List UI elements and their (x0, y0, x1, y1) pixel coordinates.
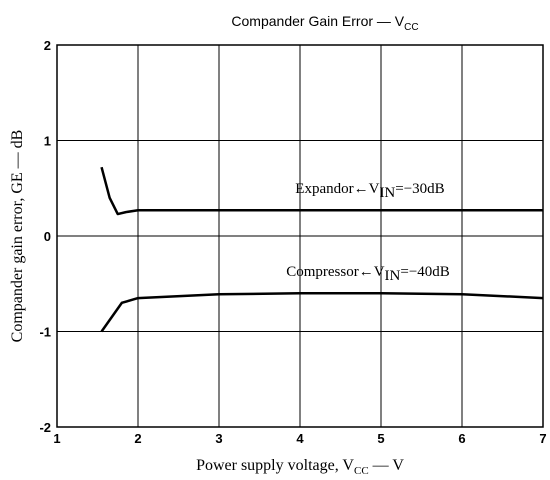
plot-frame (56, 44, 544, 428)
annotation-text: =−30dB (395, 181, 444, 197)
annotation-text: Expandor←V (295, 181, 379, 197)
annotation-sub: IN (379, 185, 395, 201)
y-axis-label: Compander gain error, GE — dB (9, 130, 26, 343)
annotation-text: =−40dB (400, 264, 449, 280)
xlabel-text: — V (369, 457, 405, 474)
series-line (100, 166, 543, 216)
x-axis-label: Power supply voltage, VCC — V (196, 457, 404, 477)
x-tick-label: 7 (539, 431, 546, 446)
xlabel-text: Power supply voltage, V (196, 457, 354, 474)
annotation-sub: IN (385, 268, 401, 284)
annotation: Expandor←VIN=−30dB (295, 181, 444, 201)
y-tick-label: 2 (44, 38, 51, 53)
y-tick-label: -1 (39, 325, 51, 340)
y-tick-label: 1 (44, 134, 51, 149)
xlabel-sub: CC (354, 465, 369, 477)
x-tick-label: 6 (458, 431, 465, 446)
y-tick-label: -2 (39, 420, 51, 435)
annotation: Compressor←VIN=−40dB (286, 264, 450, 284)
x-tick-label: 1 (53, 431, 60, 446)
x-tick-label: 3 (215, 431, 222, 446)
y-tick-label: 0 (44, 229, 51, 244)
x-tick-label: 4 (296, 431, 304, 446)
annotation-text: Compressor←V (286, 264, 384, 280)
x-tick-label: 5 (377, 431, 384, 446)
chart-title: Compander Gain Error — VCC (231, 13, 418, 33)
x-tick-label: 2 (134, 431, 141, 446)
title-sub: CC (404, 22, 418, 33)
title-text: Compander Gain Error — V (231, 13, 404, 29)
series-line (100, 292, 544, 333)
